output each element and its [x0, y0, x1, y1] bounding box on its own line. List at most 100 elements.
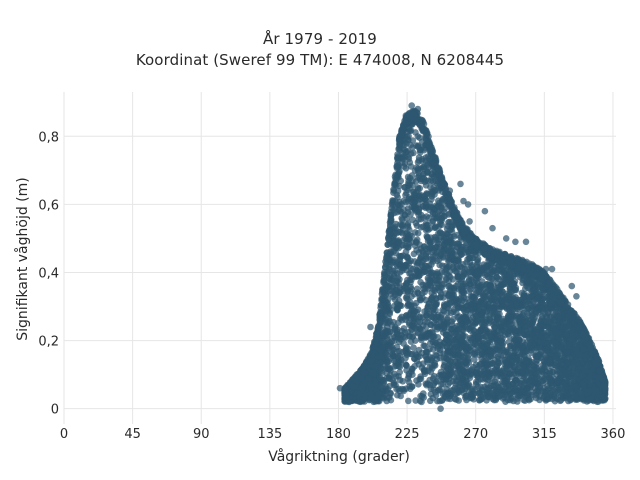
data-point: [420, 342, 428, 350]
data-point: [412, 324, 420, 332]
scatter-points: [336, 102, 609, 413]
data-point: [394, 353, 402, 360]
data-point: [468, 335, 476, 342]
data-point: [379, 344, 386, 351]
data-point: [409, 332, 417, 340]
data-point: [507, 390, 514, 398]
data-point: [500, 317, 507, 325]
data-point: [567, 396, 574, 403]
data-point: [530, 366, 538, 374]
data-point: [411, 308, 419, 315]
data-point: [404, 276, 411, 284]
data-point: [422, 252, 430, 260]
data-point: [410, 202, 418, 209]
data-point: [494, 280, 502, 287]
data-point: [531, 286, 538, 294]
data-point: [422, 157, 430, 165]
data-point: [577, 389, 584, 397]
data-point: [416, 294, 424, 302]
data-point: [532, 388, 540, 395]
data-point: [439, 322, 447, 329]
data-point: [440, 247, 448, 254]
data-point: [554, 377, 561, 385]
data-point: [421, 318, 428, 326]
data-point: [524, 385, 532, 392]
data-point: [419, 197, 427, 204]
data-point: [497, 352, 505, 359]
data-point: [388, 321, 396, 329]
data-point: [455, 374, 463, 381]
data-point: [490, 321, 497, 329]
data-point: [394, 262, 401, 270]
data-point: [509, 353, 516, 360]
data-point: [549, 307, 556, 314]
data-point: [486, 315, 494, 323]
data-point: [429, 329, 437, 337]
data-point: [413, 285, 421, 293]
data-point: [564, 359, 572, 366]
data-point: [402, 230, 410, 238]
data-point: [528, 304, 536, 311]
data-point: [499, 302, 507, 310]
data-point: [386, 365, 394, 372]
data-point: [458, 290, 466, 297]
data-point: [471, 295, 479, 302]
data-point: [411, 229, 419, 236]
data-point: [436, 338, 443, 346]
data-point: [404, 136, 412, 143]
data-point: [472, 310, 479, 317]
data-point: [396, 376, 404, 384]
data-point: [462, 394, 469, 401]
data-point: [532, 358, 540, 365]
data-point: [447, 309, 455, 317]
data-point: [493, 274, 501, 281]
data-point: [437, 314, 445, 321]
data-point: [529, 318, 536, 326]
data-point: [409, 177, 416, 185]
data-point: [466, 372, 473, 379]
data-point: [448, 219, 456, 226]
data-point: [412, 397, 420, 404]
data-point: [572, 383, 580, 391]
data-point: [431, 287, 439, 295]
data-point: [418, 334, 425, 342]
data-point: [494, 389, 502, 397]
data-point: [482, 375, 490, 383]
data-point: [476, 283, 484, 290]
data-point: [423, 381, 430, 389]
data-point: [378, 365, 385, 373]
data-point: [471, 356, 478, 363]
data-point: [468, 300, 476, 307]
data-point: [455, 303, 463, 311]
data-point: [368, 390, 375, 397]
data-point: [587, 369, 594, 376]
data-point: [475, 378, 482, 385]
data-point: [576, 352, 584, 359]
data-point: [414, 329, 422, 337]
data-point: [549, 368, 557, 376]
data-point: [450, 287, 458, 295]
data-point: [536, 344, 543, 351]
data-point: [444, 350, 451, 358]
data-point: [433, 320, 441, 328]
chart-title-line-2: Koordinat (Sweref 99 TM): E 474008, N 62…: [135, 51, 505, 69]
data-point: [513, 377, 521, 384]
data-point: [413, 164, 420, 171]
data-point: [418, 398, 425, 406]
data-point: [448, 228, 456, 236]
data-point: [444, 381, 452, 388]
data-point: [475, 333, 482, 340]
data-point: [393, 270, 401, 277]
data-point: [457, 278, 465, 286]
data-point: [417, 224, 425, 231]
data-point: [491, 264, 498, 272]
data-point: [404, 254, 412, 261]
data-point: [404, 147, 412, 155]
data-point: [504, 295, 511, 303]
data-point: [408, 383, 416, 391]
data-point: [537, 322, 544, 330]
data-point: [504, 313, 512, 321]
data-point: [457, 379, 465, 387]
data-point: [421, 308, 428, 315]
